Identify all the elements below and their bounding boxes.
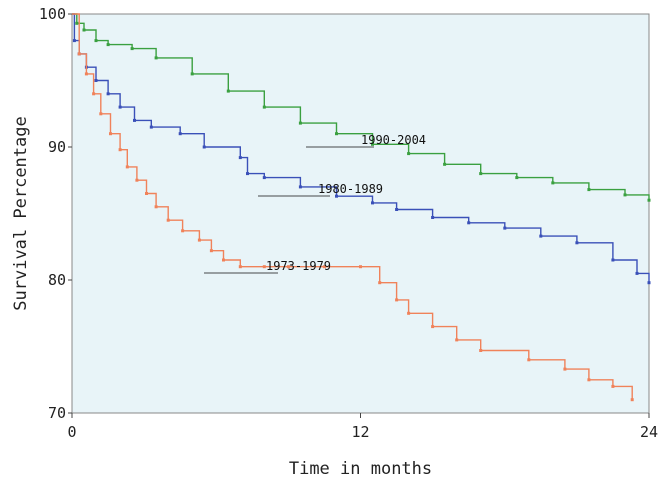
censor-mark (197, 238, 201, 242)
censor-mark (166, 218, 170, 222)
censor-mark (515, 176, 519, 180)
censor-mark (118, 148, 122, 152)
censor-mark (371, 142, 374, 146)
censor-mark (322, 265, 326, 269)
censor-mark (246, 172, 249, 176)
censor-mark (407, 311, 411, 315)
series-label-1973-1979: 1973-1979 (266, 259, 331, 273)
axes: 70 80 90 100 0 12 24 (39, 5, 658, 441)
censor-mark (82, 28, 86, 32)
x-tick-label: 24 (640, 423, 658, 441)
censor-mark (431, 216, 435, 219)
censor-mark (286, 265, 290, 269)
censor-mark (145, 192, 148, 195)
series-label-layer: 1990-2004 1980-1989 1973-1979 (204, 133, 426, 274)
series-label-1980-1989: 1980-1989 (318, 182, 383, 196)
series-layer (72, 13, 651, 402)
censor-mark (431, 325, 435, 329)
censor-mark (443, 162, 447, 166)
censor-mark (630, 398, 634, 402)
x-axis-title: Time in months (289, 459, 432, 479)
censor-mark (587, 188, 591, 192)
censor-mark (527, 358, 531, 362)
censor-mark (178, 132, 182, 136)
censor-mark (135, 178, 139, 182)
censor-mark (262, 265, 266, 269)
censor-mark (647, 281, 651, 285)
censor-mark (84, 72, 88, 76)
censor-mark (455, 338, 459, 342)
censor-mark (77, 52, 81, 56)
censor-mark (99, 112, 103, 116)
censor-mark (149, 125, 153, 129)
censor-mark (623, 193, 627, 197)
censor-mark (611, 384, 615, 388)
censor-mark (335, 132, 338, 136)
censor-mark (118, 105, 122, 109)
censor-mark (190, 72, 194, 76)
censor-mark (125, 165, 129, 169)
censor-mark (133, 118, 136, 122)
series-line-1973-1979 (72, 13, 633, 400)
series-line-1980-1989 (72, 13, 650, 283)
censor-mark (539, 234, 543, 238)
censor-mark (298, 185, 302, 189)
censor-mark (75, 21, 79, 25)
censor-mark (587, 378, 591, 382)
censor-mark (635, 271, 639, 275)
y-tick-label: 70 (48, 404, 66, 422)
censor-mark (106, 43, 110, 47)
censor-mark (335, 194, 338, 198)
censor-mark (359, 265, 362, 269)
y-tick-label: 90 (48, 138, 66, 156)
y-axis-title: Survival Percentage (11, 116, 31, 310)
censor-mark (378, 281, 382, 285)
censor-mark (238, 156, 242, 160)
series-label-1990-2004: 1990-2004 (361, 133, 426, 147)
censor-mark (563, 367, 567, 371)
censor-mark (202, 145, 206, 149)
censor-mark (181, 229, 185, 233)
censor-mark (503, 226, 507, 230)
censor-mark (371, 201, 374, 205)
censor-mark (262, 176, 266, 180)
censor-mark (209, 249, 213, 253)
plot-area (71, 13, 650, 414)
y-tick-label: 100 (39, 5, 66, 23)
censor-mark (395, 298, 399, 302)
x-tick-label: 0 (67, 423, 76, 441)
censor-mark (262, 105, 266, 109)
censor-mark (551, 181, 555, 185)
censor-mark (395, 208, 399, 211)
censor-mark (647, 198, 651, 202)
censor-mark (467, 221, 471, 225)
censor-mark (94, 79, 98, 82)
censor-mark (154, 56, 158, 60)
censor-mark (92, 92, 96, 96)
censor-mark (479, 172, 483, 176)
x-tick-label: 12 (351, 423, 369, 441)
censor-mark (238, 265, 242, 269)
censor-mark (479, 349, 483, 352)
censor-mark (109, 132, 112, 136)
censor-mark (611, 258, 615, 262)
censor-mark (106, 92, 110, 96)
censor-mark (72, 39, 76, 43)
censor-mark (575, 241, 579, 245)
censor-mark (222, 258, 225, 262)
y-tick-label: 80 (48, 271, 66, 289)
censor-mark (298, 121, 302, 125)
censor-mark (226, 89, 230, 93)
censor-mark (407, 152, 411, 156)
censor-mark (154, 205, 158, 209)
censor-mark (94, 39, 98, 43)
censor-mark (130, 47, 134, 51)
